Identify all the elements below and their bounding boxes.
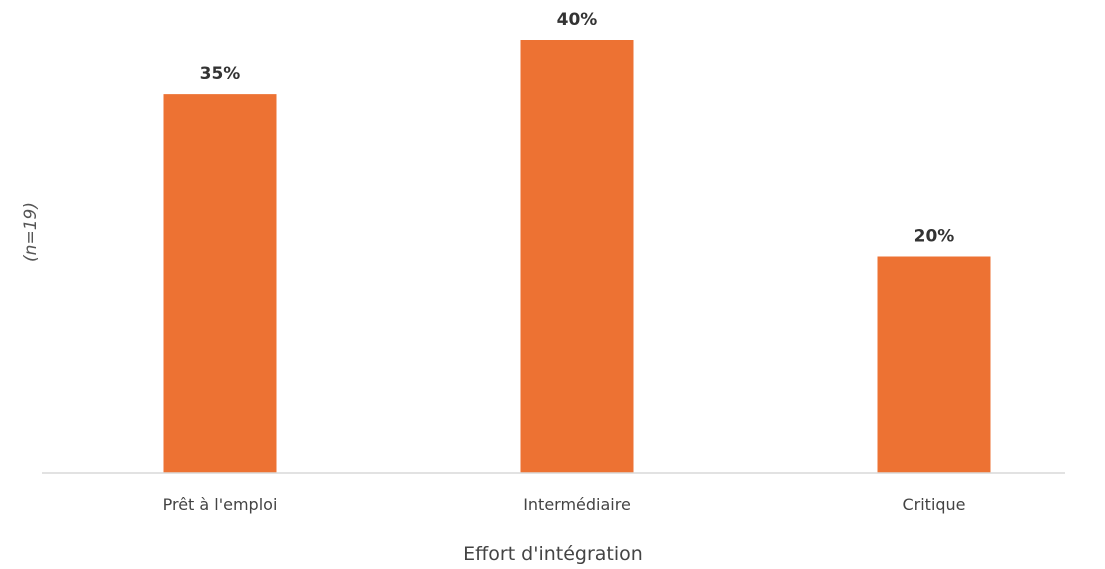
x-tick-label-1: Intermédiaire xyxy=(523,495,631,514)
bar-0 xyxy=(163,94,277,473)
bar-value-label-0: 35% xyxy=(200,64,241,84)
bar-value-label-2: 20% xyxy=(914,227,955,247)
x-axis-title: Effort d'intégration xyxy=(463,543,643,565)
bars-group: 35% 40% 20% xyxy=(163,10,991,473)
bar-1 xyxy=(520,40,634,473)
bar-2 xyxy=(877,256,991,473)
x-tick-labels: Prêt à l'emploi Intermédiaire Critique xyxy=(163,495,966,514)
x-tick-label-0: Prêt à l'emploi xyxy=(163,495,278,514)
y-axis-title: (n=19) xyxy=(21,202,41,262)
bar-value-label-1: 40% xyxy=(557,10,598,30)
x-tick-label-2: Critique xyxy=(902,495,965,514)
